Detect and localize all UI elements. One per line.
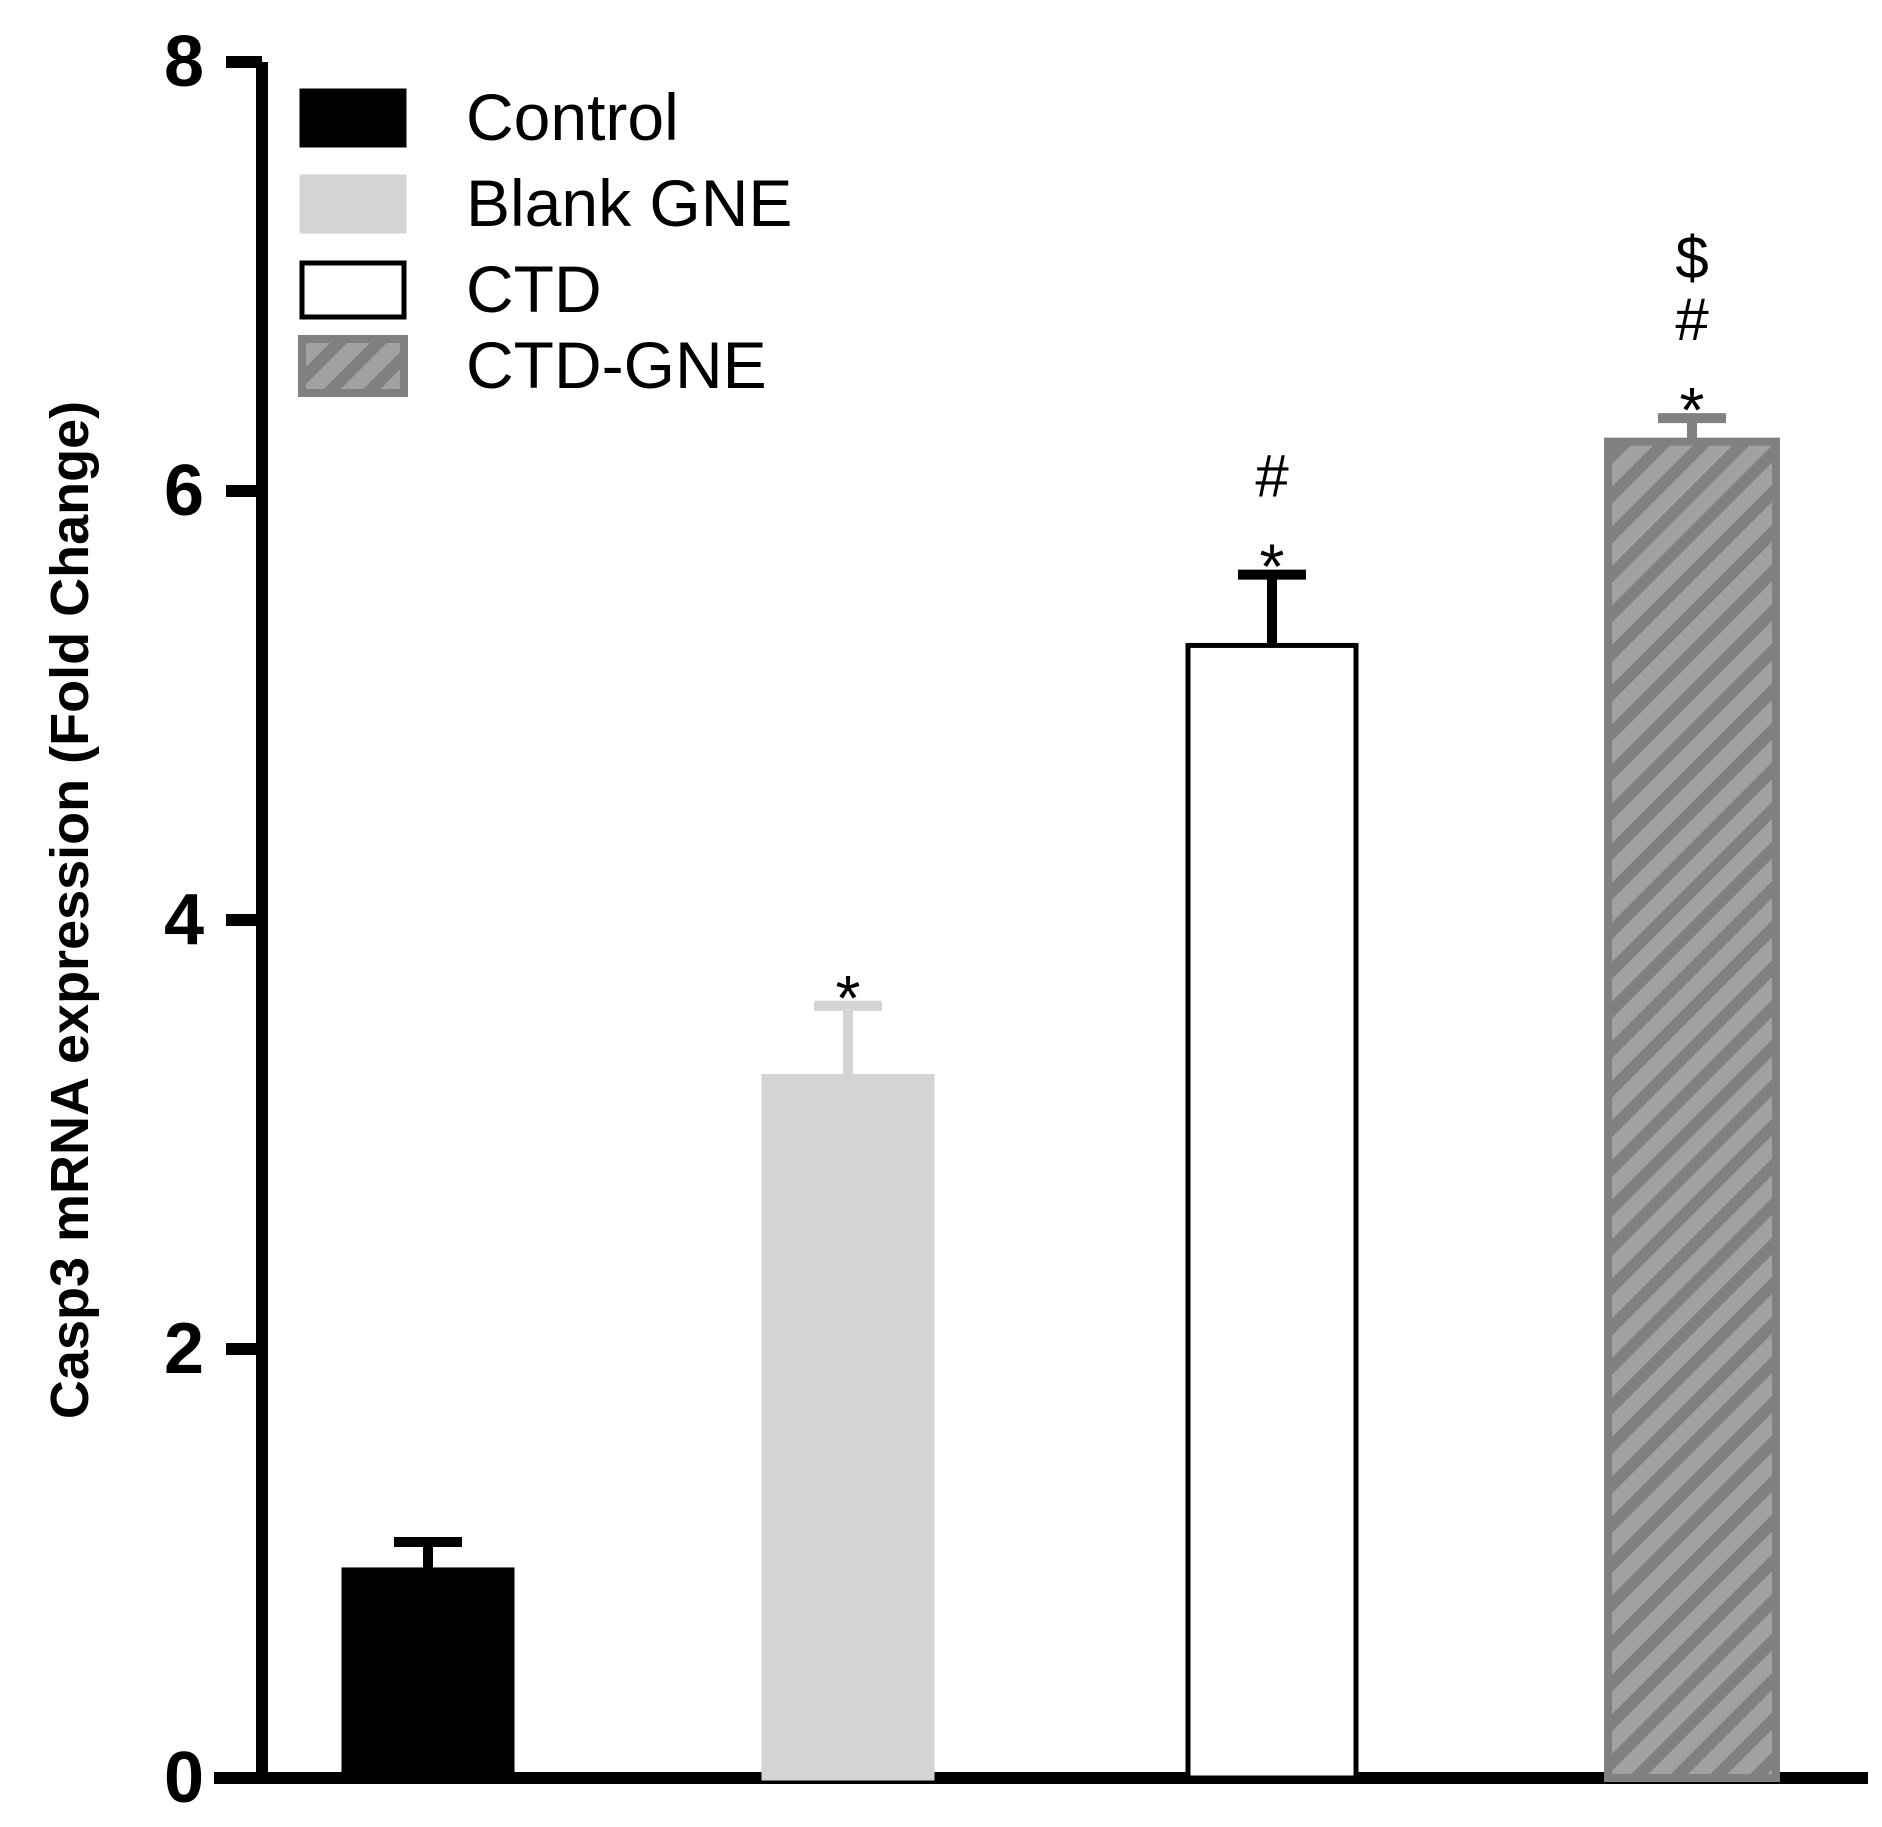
legend-label-control: Control: [466, 80, 679, 154]
y-tick-label-4: 4: [164, 880, 204, 960]
legend-label-blank-gne: Blank GNE: [466, 166, 792, 240]
bar-control: [341, 1567, 515, 1781]
legend-label-ctd-gne: CTD-GNE: [466, 328, 767, 402]
bar-blank-gne: [761, 1074, 935, 1781]
y-tick-label-8: 8: [164, 22, 204, 102]
annotation-hash: #: [1675, 286, 1709, 353]
annotation-asterisk: *: [1680, 374, 1705, 446]
bar-ctd: [1185, 642, 1359, 1781]
legend-swatch-ctd-gne: [298, 335, 408, 397]
legend-label-ctd: CTD: [466, 252, 602, 326]
annotation-dollar: $: [1675, 224, 1708, 291]
y-tick-label-6: 6: [164, 451, 204, 531]
annotation-hash: #: [1255, 443, 1289, 510]
y-tick-label-0: 0: [164, 1738, 204, 1818]
bar-ctd-gne: [1604, 437, 1780, 1782]
legend-swatch-ctd: [299, 260, 407, 320]
annotation-asterisk: *: [836, 962, 861, 1034]
y-tick-label-2: 2: [164, 1309, 204, 1389]
y-axis-label: Casp3 mRNA expression (Fold Change): [40, 401, 100, 1419]
legend-swatch-control: [299, 88, 407, 148]
legend-swatch-blank-gne: [299, 174, 407, 234]
annotation-asterisk: *: [1260, 531, 1285, 603]
